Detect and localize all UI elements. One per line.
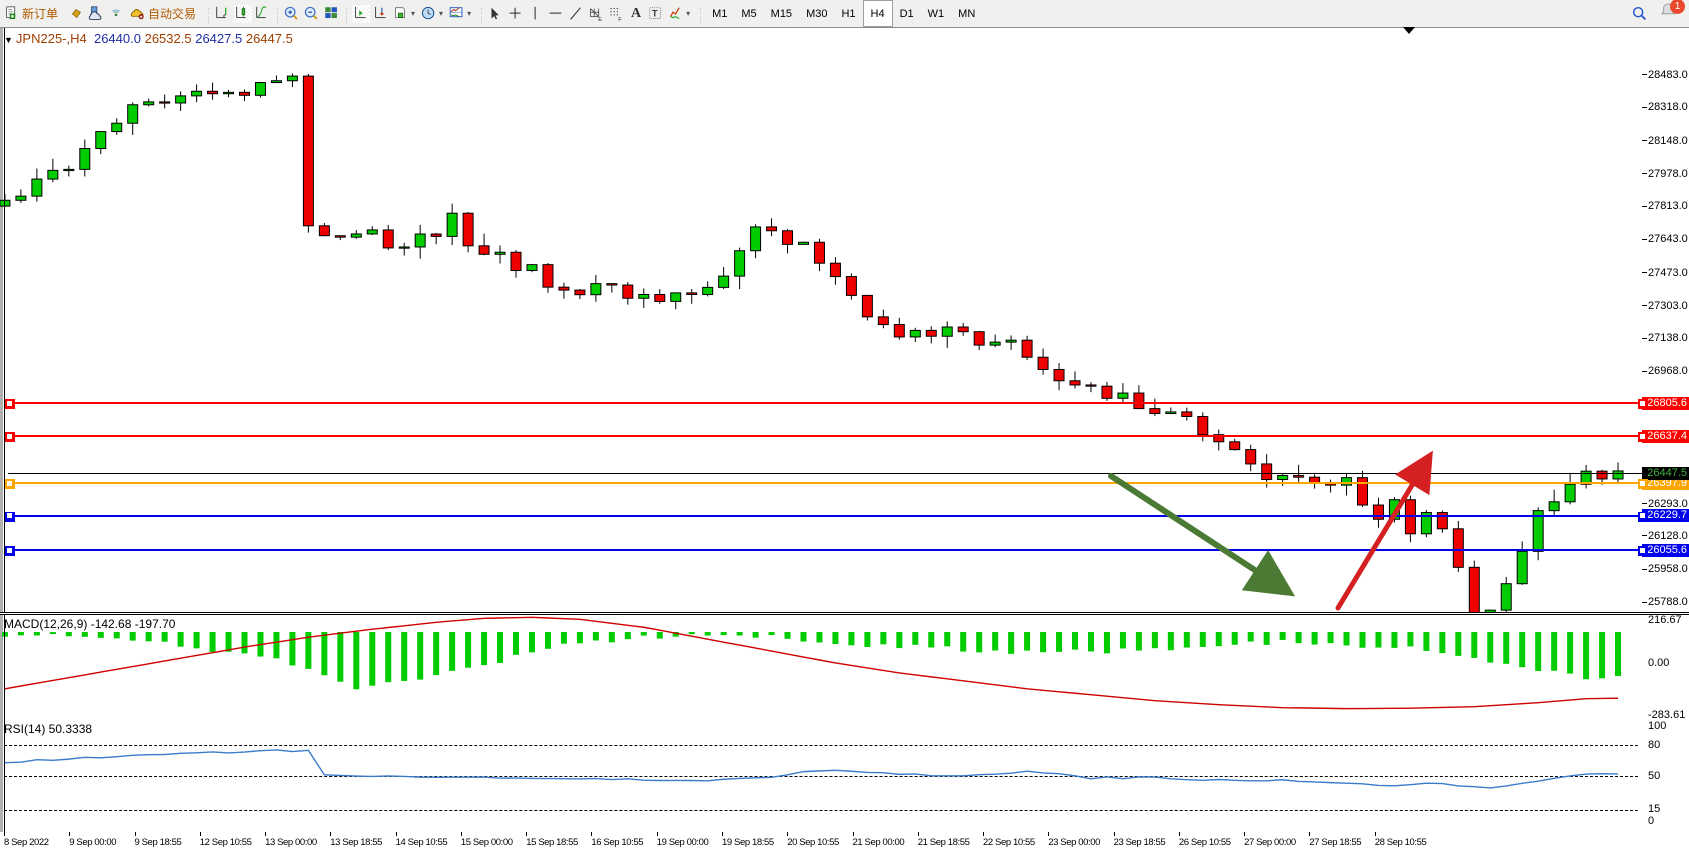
svg-text:F: F bbox=[618, 16, 622, 22]
svg-text:T: T bbox=[652, 8, 658, 18]
svg-text:E: E bbox=[598, 16, 602, 22]
